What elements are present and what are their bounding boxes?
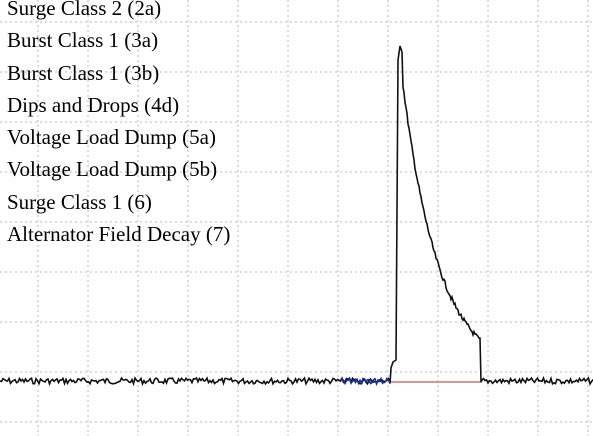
test-item: Voltage Load Dump (5b)	[7, 153, 230, 185]
test-item: Voltage Load Dump (5a)	[7, 121, 230, 153]
test-item: Surge Class 2 (2a)	[7, 0, 230, 24]
test-list: Surge Class 2 (2a)Burst Class 1 (3a)Burs…	[7, 0, 230, 250]
test-item: Alternator Field Decay (7)	[7, 218, 230, 250]
test-item: Dips and Drops (4d)	[7, 89, 230, 121]
test-item: Burst Class 1 (3b)	[7, 57, 230, 89]
page: {"items": ["Surge Class 2 (2a)", "Burst …	[0, 0, 593, 436]
test-item: Burst Class 1 (3a)	[7, 24, 230, 56]
test-item: Surge Class 1 (6)	[7, 186, 230, 218]
